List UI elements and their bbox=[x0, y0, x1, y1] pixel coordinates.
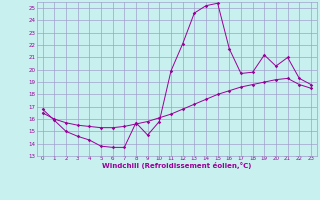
X-axis label: Windchill (Refroidissement éolien,°C): Windchill (Refroidissement éolien,°C) bbox=[102, 162, 252, 169]
